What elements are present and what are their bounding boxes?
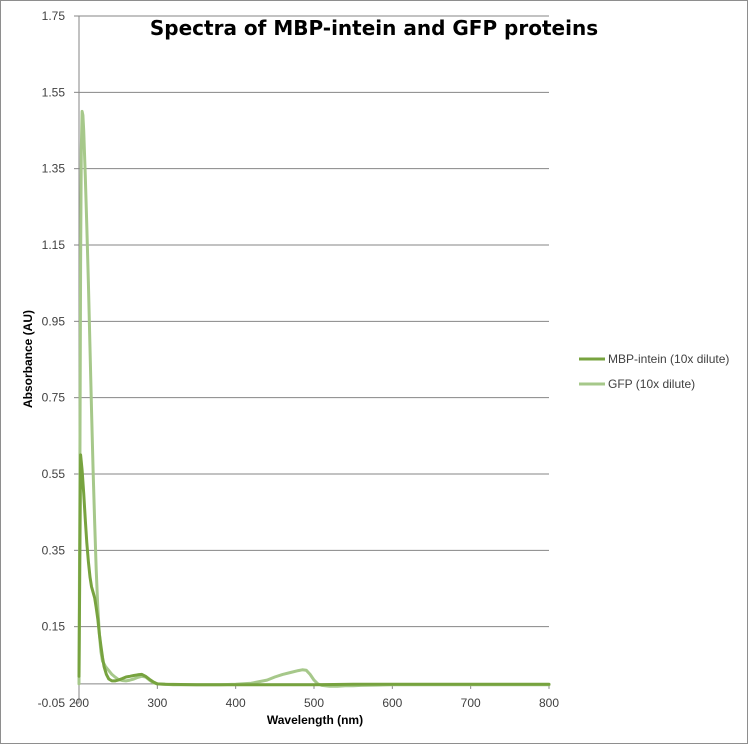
- series-lines: [77, 109, 551, 688]
- gridlines: [79, 15, 549, 628]
- x-axis-label: Wavelength (nm): [267, 713, 363, 727]
- y-tick-label-9: 1.75: [42, 9, 66, 23]
- legend-label-mbp: MBP-intein (10x dilute): [608, 352, 729, 366]
- y-tick-label-8: 1.55: [42, 85, 66, 99]
- x-tick-label-3: 500: [304, 696, 324, 710]
- x-tick-label-5: 700: [461, 696, 481, 710]
- x-tick-label-4: 600: [382, 696, 402, 710]
- y-tick-label-2: 0.35: [42, 543, 66, 557]
- chart-title: Spectra of MBP-intein and GFP proteins: [150, 16, 598, 40]
- y-tick-label-0: -0.05: [38, 696, 66, 710]
- legend-label-gfp: GFP (10x dilute): [608, 377, 695, 391]
- legend: MBP-intein (10x dilute) GFP (10x dilute): [579, 352, 729, 391]
- x-tick-label-2: 400: [226, 696, 246, 710]
- y-tick-label-5: 0.95: [42, 314, 66, 328]
- y-tick-label-7: 1.35: [42, 162, 66, 176]
- x-axis-ticks: 200 300 400 500 600 700 800: [69, 683, 559, 710]
- y-axis-ticks: -0.05 0.15 0.35 0.55 0.75 0.95 1.15 1.35 1.55 1.7…: [38, 9, 79, 710]
- series-line-mbp-intein: [77, 453, 551, 687]
- x-tick-label-6: 800: [539, 696, 559, 710]
- axes: [78, 16, 549, 703]
- x-tick-label-1: 300: [147, 696, 167, 710]
- y-tick-label-6: 1.15: [42, 238, 66, 252]
- y-axis-label: Absorbance (AU): [21, 310, 35, 408]
- series-line-gfp: [77, 109, 551, 688]
- y-tick-label-4: 0.75: [42, 391, 66, 405]
- y-tick-label-1: 0.15: [42, 620, 66, 634]
- y-tick-label-3: 0.55: [42, 467, 66, 481]
- x-tick-label-0: 200: [69, 696, 89, 710]
